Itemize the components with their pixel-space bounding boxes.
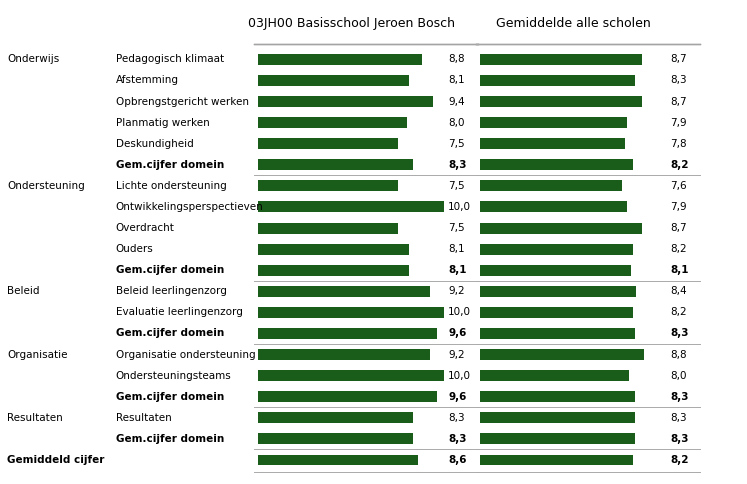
Text: Beleid leerlingenzorg: Beleid leerlingenzorg: [116, 287, 226, 296]
Text: Gem.cijfer domein: Gem.cijfer domein: [116, 160, 224, 170]
Text: 7,5: 7,5: [448, 181, 465, 191]
Text: Opbrengstgericht werken: Opbrengstgericht werken: [116, 96, 249, 106]
Text: 8,3: 8,3: [448, 434, 467, 444]
Text: 7,9: 7,9: [670, 118, 686, 128]
Text: 7,5: 7,5: [448, 139, 465, 149]
Text: Organisatie ondersteuning: Organisatie ondersteuning: [116, 349, 255, 360]
Text: Lichte ondersteuning: Lichte ondersteuning: [116, 181, 226, 191]
Text: 03JH00 Basisschool Jeroen Bosch: 03JH00 Basisschool Jeroen Bosch: [247, 17, 455, 30]
Text: Overdracht: Overdracht: [116, 223, 175, 233]
Text: 8,7: 8,7: [670, 54, 686, 64]
Text: 8,3: 8,3: [448, 413, 465, 423]
Text: Resultaten: Resultaten: [7, 413, 63, 423]
Text: 8,4: 8,4: [670, 287, 686, 296]
Text: Gemiddelde alle scholen: Gemiddelde alle scholen: [495, 17, 651, 30]
Text: Evaluatie leerlingenzorg: Evaluatie leerlingenzorg: [116, 307, 243, 318]
Text: 10,0: 10,0: [448, 307, 471, 318]
Text: 8,2: 8,2: [670, 307, 686, 318]
Text: Planmatig werken: Planmatig werken: [116, 118, 210, 128]
Text: 8,2: 8,2: [670, 244, 686, 254]
Text: 8,0: 8,0: [670, 371, 686, 380]
Text: 10,0: 10,0: [448, 202, 471, 212]
Text: 8,1: 8,1: [448, 265, 467, 275]
Text: Resultaten: Resultaten: [116, 413, 172, 423]
Text: 7,9: 7,9: [670, 202, 686, 212]
Text: 10,0: 10,0: [448, 371, 471, 380]
Text: 8,3: 8,3: [670, 329, 689, 338]
Text: 8,1: 8,1: [448, 244, 465, 254]
Text: 7,6: 7,6: [670, 181, 686, 191]
Text: Ontwikkelingsperspectieven: Ontwikkelingsperspectieven: [116, 202, 264, 212]
Text: 9,2: 9,2: [448, 287, 465, 296]
Text: Ouders: Ouders: [116, 244, 154, 254]
Text: 7,8: 7,8: [670, 139, 686, 149]
Text: 8,3: 8,3: [670, 76, 686, 86]
Text: 8,7: 8,7: [670, 223, 686, 233]
Text: 9,2: 9,2: [448, 349, 465, 360]
Text: 8,0: 8,0: [448, 118, 465, 128]
Text: 8,3: 8,3: [670, 434, 689, 444]
Text: Organisatie: Organisatie: [7, 349, 68, 360]
Text: 8,7: 8,7: [670, 96, 686, 106]
Text: Ondersteuningsteams: Ondersteuningsteams: [116, 371, 232, 380]
Text: 8,2: 8,2: [670, 455, 689, 465]
Text: 8,3: 8,3: [670, 413, 686, 423]
Text: Gem.cijfer domein: Gem.cijfer domein: [116, 329, 224, 338]
Text: 7,5: 7,5: [448, 223, 465, 233]
Text: 8,3: 8,3: [670, 392, 689, 402]
Text: 8,2: 8,2: [670, 160, 689, 170]
Text: 8,8: 8,8: [670, 349, 686, 360]
Text: 8,6: 8,6: [448, 455, 467, 465]
Text: Gemiddeld cijfer: Gemiddeld cijfer: [7, 455, 105, 465]
Text: 8,3: 8,3: [448, 160, 467, 170]
Text: 8,1: 8,1: [448, 76, 465, 86]
Text: 9,4: 9,4: [448, 96, 465, 106]
Text: Gem.cijfer domein: Gem.cijfer domein: [116, 392, 224, 402]
Text: Deskundigheid: Deskundigheid: [116, 139, 193, 149]
Text: 9,6: 9,6: [448, 392, 467, 402]
Text: 9,6: 9,6: [448, 329, 467, 338]
Text: Beleid: Beleid: [7, 287, 40, 296]
Text: Onderwijs: Onderwijs: [7, 54, 60, 64]
Text: Pedagogisch klimaat: Pedagogisch klimaat: [116, 54, 224, 64]
Text: 8,8: 8,8: [448, 54, 465, 64]
Text: Afstemming: Afstemming: [116, 76, 179, 86]
Text: Gem.cijfer domein: Gem.cijfer domein: [116, 434, 224, 444]
Text: Ondersteuning: Ondersteuning: [7, 181, 85, 191]
Text: Gem.cijfer domein: Gem.cijfer domein: [116, 265, 224, 275]
Text: 8,1: 8,1: [670, 265, 689, 275]
